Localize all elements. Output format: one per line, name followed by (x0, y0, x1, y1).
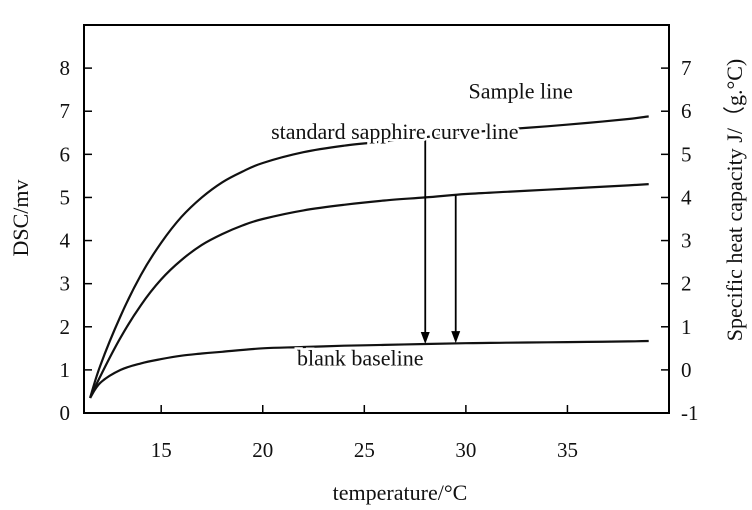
y2-tick-label: 3 (681, 229, 692, 253)
y-tick-label: 0 (60, 401, 71, 425)
tick-labels: 15 20 25 30 35 0 1 2 3 4 5 6 7 8 -1 0 1 2 3 4 5 6 7 (60, 56, 699, 462)
arrows (420, 130, 461, 345)
y2-tick-label: 1 (681, 315, 692, 339)
y-tick-label: 7 (60, 99, 71, 123)
series-line-1 (89, 183, 649, 399)
arrow-head (420, 332, 430, 345)
y2-tick-label: 4 (681, 185, 692, 209)
y-axis-title: DSC/mv (8, 179, 33, 256)
x-axis-title: temperature/°C (333, 480, 468, 505)
annotation-label: Sample line (468, 78, 572, 103)
x-tick-label: 30 (455, 438, 476, 462)
series-lines (89, 115, 649, 399)
x-tick-label: 20 (252, 438, 273, 462)
y2-tick-label: 2 (681, 272, 692, 296)
y-tick-label: 2 (60, 315, 71, 339)
ticks (84, 67, 669, 414)
y-tick-label: 6 (60, 142, 71, 166)
y2-tick-label: 0 (681, 358, 692, 382)
annotation-label: standard sapphire curve line (271, 119, 518, 144)
annotation-label: blank baseline (297, 346, 423, 371)
x-tick-label: 25 (354, 438, 375, 462)
y2-tick-label: 6 (681, 99, 692, 123)
plot-frame (83, 24, 670, 414)
series-line-2 (89, 339, 649, 399)
y2-axis-title: Specific heat capacity J/（g.°C) (722, 59, 747, 341)
y-tick-label: 8 (60, 56, 71, 80)
y-tick-label: 5 (60, 185, 71, 209)
y-tick-label: 1 (60, 358, 71, 382)
y-tick-label: 4 (60, 229, 71, 253)
series-line-0 (89, 115, 649, 399)
arrow-head (451, 331, 461, 344)
annotations: Sample line standard sapphire curve line b… (269, 76, 576, 373)
x-tick-label: 35 (557, 438, 578, 462)
y2-tick-label: 5 (681, 142, 692, 166)
y2-tick-label: 7 (681, 56, 692, 80)
y-tick-label: 3 (60, 272, 71, 296)
x-tick-label: 15 (151, 438, 172, 462)
y2-tick-label: -1 (681, 401, 699, 425)
